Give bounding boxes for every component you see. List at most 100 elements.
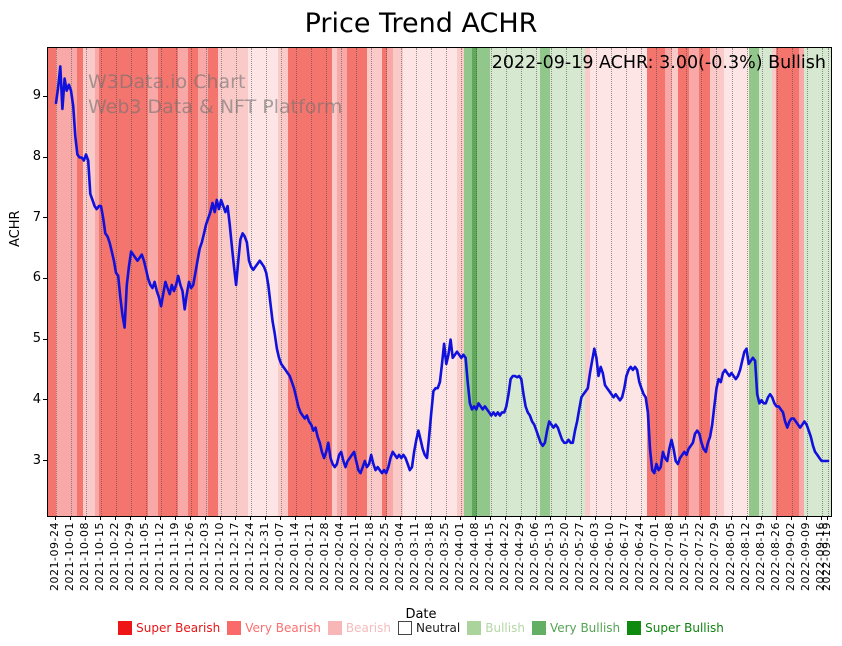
vertical-gridline: [281, 48, 283, 516]
sentiment-band: [772, 48, 776, 516]
vertical-gridline: [656, 48, 658, 516]
vertical-gridline: [356, 48, 358, 516]
sentiment-band: [77, 48, 83, 516]
x-tick-mark: [70, 516, 71, 520]
x-tick-label: 2022-04-22: [498, 522, 512, 591]
vertical-gridline: [146, 48, 148, 516]
x-tick-label: 2021-12-31: [258, 522, 272, 591]
x-tick-label: 2022-06-17: [618, 522, 632, 591]
x-tick-label: 2022-02-11: [348, 522, 362, 591]
legend-swatch-icon: [397, 621, 412, 635]
x-tick-mark: [400, 516, 402, 520]
sentiment-band: [288, 48, 332, 516]
x-tick-label: 2021-10-08: [78, 522, 92, 591]
vertical-gridline: [551, 48, 553, 516]
sentiment-band: [477, 48, 490, 516]
x-tick-mark: [145, 516, 147, 520]
x-tick-mark: [385, 516, 387, 520]
vertical-gridline: [506, 48, 508, 516]
sentiment-band: [367, 48, 382, 516]
x-tick-mark: [235, 516, 237, 520]
x-tick-label: 2022-07-15: [678, 522, 692, 591]
vertical-gridline: [716, 48, 718, 516]
vertical-gridline: [476, 48, 478, 516]
sentiment-band: [198, 48, 208, 516]
x-tick-label: 2021-12-03: [198, 522, 212, 591]
x-tick-label: 2022-08-26: [768, 522, 782, 591]
vertical-gridline: [161, 48, 163, 516]
vertical-gridline: [56, 48, 57, 516]
x-tick-label: 2022-04-29: [513, 522, 527, 591]
sentiment-band: [724, 48, 749, 516]
x-tick-label: 2022-05-20: [558, 522, 572, 591]
y-tick-label: 7: [32, 209, 41, 225]
vertical-gridline: [596, 48, 598, 516]
x-tick-label: 2021-11-05: [138, 522, 152, 591]
y-tick-mark: [43, 217, 47, 219]
x-tick-label: 2022-07-01: [648, 522, 662, 591]
legend-item-super-bullish: Super Bullish: [627, 621, 724, 635]
x-tick-label: 2022-09-02: [783, 522, 797, 591]
watermark: W3Data.io Chart Web3 Data & NFT Platform: [88, 70, 342, 120]
x-tick-mark: [580, 516, 582, 520]
x-tick-mark: [340, 516, 342, 520]
vertical-gridline: [386, 48, 388, 516]
sentiment-band: [218, 48, 248, 516]
legend-label: Bearish: [345, 621, 391, 635]
x-tick-mark: [565, 516, 567, 520]
x-tick-mark: [445, 516, 447, 520]
x-tick-mark: [535, 516, 537, 520]
x-tick-label: 2022-04-15: [483, 522, 497, 591]
vertical-gridline: [416, 48, 418, 516]
sentiment-band: [550, 48, 585, 516]
sentiment-band: [382, 48, 387, 516]
x-tick-mark: [550, 516, 552, 520]
y-tick-mark: [43, 460, 47, 461]
sentiment-band: [689, 48, 699, 516]
x-tick-label: 2022-01-07: [273, 522, 287, 591]
vertical-gridline: [401, 48, 403, 516]
sentiment-band: [490, 48, 540, 516]
sentiment-band: [208, 48, 218, 516]
x-tick-label: 2021-11-26: [183, 522, 197, 591]
x-tick-mark: [130, 516, 132, 520]
sentiment-band: [776, 48, 799, 516]
x-tick-mark: [790, 516, 792, 520]
price-line-chart: [54, 65, 830, 475]
x-tick-mark: [430, 516, 432, 520]
x-tick-mark: [325, 516, 327, 520]
vertical-gridline: [311, 48, 313, 516]
x-tick-label: 2022-05-06: [528, 522, 542, 591]
legend-swatch-icon: [531, 621, 546, 635]
sentiment-band: [95, 48, 99, 516]
x-tick-mark: [595, 516, 597, 520]
x-tick-label: 2022-01-21: [303, 522, 317, 591]
sentiment-band: [148, 48, 158, 516]
x-tick-label: 2022-07-22: [693, 522, 707, 591]
sentiment-band: [540, 48, 550, 516]
vertical-gridline: [341, 48, 343, 516]
x-tick-mark: [175, 516, 177, 520]
legend-item-neutral: Neutral: [397, 621, 460, 635]
x-axis-label: Date: [405, 607, 437, 622]
x-tick-label: 2021-11-12: [153, 522, 167, 591]
sentiment-band: [387, 48, 393, 516]
y-tick-label: 3: [32, 452, 41, 468]
vertical-gridline: [641, 48, 643, 516]
x-tick-mark: [625, 516, 627, 520]
x-tick-label: 2021-12-17: [228, 522, 242, 591]
vertical-gridline: [461, 48, 463, 516]
x-tick-label: 2022-06-24: [633, 522, 647, 591]
watermark-line1: W3Data.io Chart: [88, 71, 246, 93]
sentiment-band: [678, 48, 689, 516]
legend-item-very-bullish: Very Bullish: [531, 621, 620, 635]
x-tick-label: 2021-11-19: [168, 522, 182, 591]
vertical-gridline: [431, 48, 433, 516]
vertical-gridline: [326, 48, 328, 516]
x-tick-label: 2022-09-19: [820, 522, 833, 591]
vertical-gridline: [101, 48, 103, 516]
vertical-gridline: [701, 48, 703, 516]
x-tick-mark: [670, 516, 672, 520]
sentiment-band: [393, 48, 403, 516]
